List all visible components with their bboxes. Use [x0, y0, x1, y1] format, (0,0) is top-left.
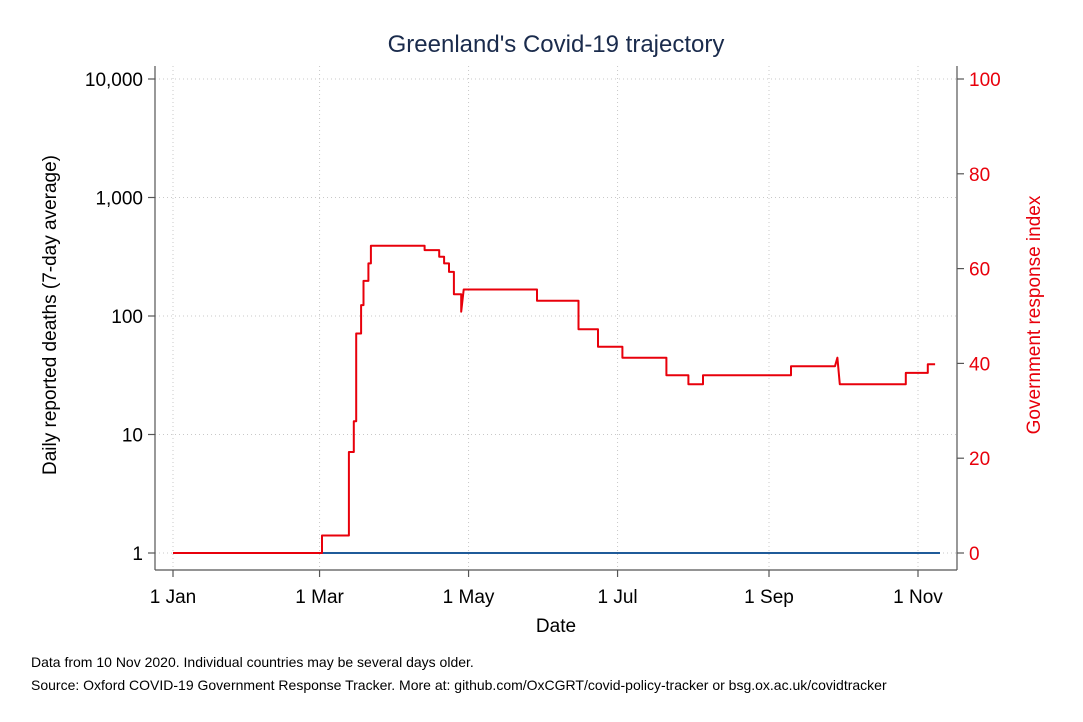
x-tick-label: 1 May: [443, 587, 495, 608]
grid-lines: [155, 66, 957, 570]
footer-note-source: Source: Oxford COVID-19 Government Respo…: [31, 677, 887, 693]
chart-title: Greenland's Covid-19 trajectory: [388, 31, 725, 58]
y-left-tick-label: 100: [111, 307, 143, 328]
y-right-tick-label: 80: [969, 165, 990, 186]
y-left-tick-label: 1: [132, 544, 143, 565]
response-index-series-line: [173, 244, 936, 554]
x-tick-label: 1 Mar: [295, 587, 344, 608]
x-tick-label: 1 Nov: [893, 587, 943, 608]
y-left-tick-label: 10,000: [85, 70, 143, 91]
x-tick-label: 1 Jul: [597, 587, 637, 608]
y-left-tick-label: 1,000: [95, 189, 143, 210]
y-right-tick-label: 20: [969, 449, 990, 470]
y-right-tick-label: 100: [969, 70, 1001, 91]
x-axis-label: Date: [536, 616, 576, 637]
x-tick-label: 1 Jan: [150, 587, 196, 608]
y-right-tick-label: 0: [969, 544, 980, 565]
tick-labels: 1 10 100 1,000 10,000 0 20 40 60 80 100 1 Jan 1 Mar 1…: [85, 70, 1001, 608]
series-lines: [173, 244, 940, 554]
y-right-tick-label: 60: [969, 260, 990, 281]
y-axis-right-label: Government response index: [1024, 195, 1045, 434]
axes: [154, 66, 958, 571]
y-right-tick-label: 40: [969, 354, 990, 375]
footer-note-data: Data from 10 Nov 2020. Individual countr…: [31, 654, 474, 670]
x-tick-label: 1 Sep: [744, 587, 794, 608]
y-left-tick-label: 10: [122, 426, 143, 447]
y-axis-left-label: Daily reported deaths (7-day average): [40, 155, 61, 475]
